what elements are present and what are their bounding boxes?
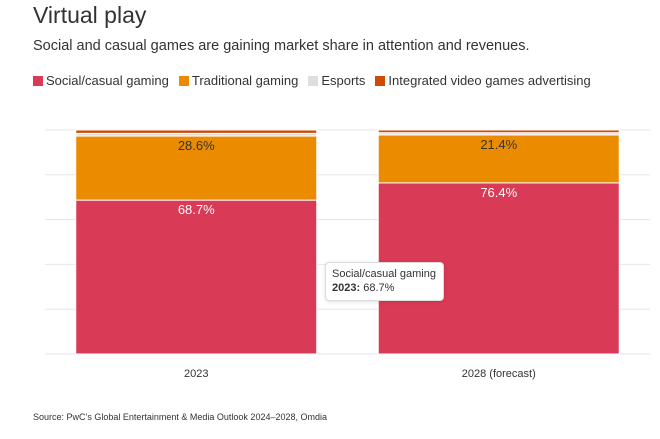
- legend: Social/casual gaming Traditional gaming …: [33, 73, 601, 88]
- tooltip-colon: :: [356, 282, 364, 294]
- legend-swatch: [33, 75, 43, 86]
- legend-swatch: [178, 75, 189, 86]
- bar-segment[interactable]: [377, 134, 620, 184]
- bar-segment[interactable]: [377, 129, 620, 134]
- legend-label: Traditional gaming: [191, 73, 299, 88]
- data-label: 76.4%: [480, 185, 517, 200]
- legend-swatch: [308, 75, 319, 86]
- legend-item-advertising[interactable]: Integrated video games advertising: [375, 73, 591, 88]
- chart-tooltip: Social/casual gaming 2023: 68.7%: [325, 262, 444, 301]
- data-label: 68.7%: [178, 202, 215, 217]
- legend-item-traditional[interactable]: Traditional gaming: [178, 73, 299, 88]
- legend-item-social-casual[interactable]: Social/casual gaming: [33, 73, 169, 88]
- legend-label: Social/casual gaming: [46, 73, 169, 88]
- tooltip-value: 68.7%: [363, 282, 395, 294]
- legend-label: Esports: [321, 73, 366, 88]
- source-note: Source: PwC’s Global Entertainment & Med…: [33, 412, 327, 422]
- bar-segment[interactable]: [75, 199, 318, 355]
- data-label: 28.6%: [178, 138, 215, 153]
- legend-item-esports[interactable]: Esports: [308, 73, 365, 88]
- x-tick-label: 2028 (forecast): [462, 368, 536, 380]
- chart-title: Virtual play: [33, 2, 147, 28]
- legend-swatch: [375, 75, 386, 86]
- bar-segment[interactable]: [75, 135, 318, 201]
- tooltip-series-name: Social/casual gaming: [332, 268, 436, 280]
- x-tick-label: 2023: [184, 368, 208, 380]
- bar-segment[interactable]: [75, 129, 318, 134]
- tooltip-category: 2023: [332, 282, 357, 294]
- legend-label: Integrated video games advertising: [388, 73, 591, 88]
- data-label: 21.4%: [480, 137, 517, 152]
- chart-subtitle: Social and casual games are gaining mark…: [33, 38, 530, 54]
- tooltip-value-line: 2023: 68.7%: [332, 281, 436, 295]
